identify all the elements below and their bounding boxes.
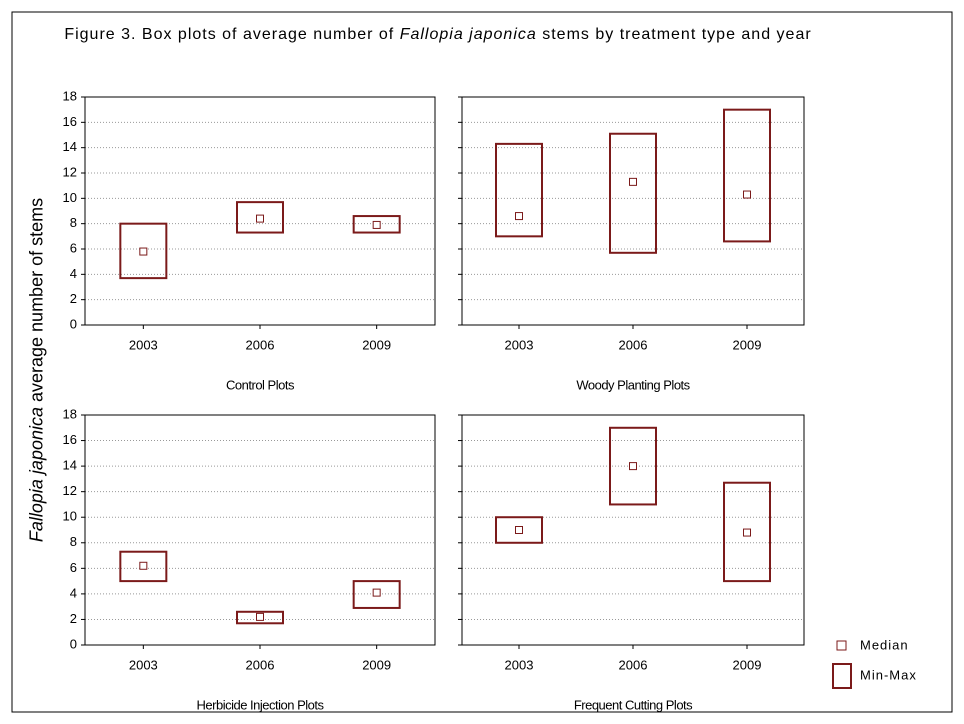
y-tick-label: 4 <box>70 266 77 281</box>
min-max-box <box>609 426 657 506</box>
y-tick-label: 10 <box>63 509 77 524</box>
x-tick-label: 2009 <box>733 337 762 352</box>
x-axis-label: Control Plots <box>226 377 295 392</box>
y-tick-label: 16 <box>63 114 77 129</box>
y-tick-label: 12 <box>63 164 77 179</box>
y-tick-label: 2 <box>70 291 77 306</box>
legend-label: Median <box>860 637 909 652</box>
y-tick-label: 8 <box>70 534 77 549</box>
legend-range-swatch <box>832 663 852 689</box>
text-run: Fallopia japonica <box>26 407 47 543</box>
text-run: Figure 3. Box plots of average number of <box>64 26 400 43</box>
text-run: Fallopia japonica <box>399 26 537 43</box>
y-tick-label: 14 <box>63 139 77 154</box>
frame <box>11 11 953 713</box>
x-axis-label: Frequent Cutting Plots <box>574 697 693 712</box>
y-tick-label: 16 <box>63 432 77 447</box>
median-marker <box>743 528 751 537</box>
plot-frame <box>84 96 436 326</box>
y-axis-label: Fallopia japonica average number of stem… <box>27 198 48 542</box>
min-max-box <box>236 610 284 625</box>
x-tick-label: 2009 <box>362 657 391 672</box>
min-max-box <box>723 108 771 243</box>
y-tick-label: 0 <box>70 636 77 651</box>
y-tick-label: 6 <box>70 560 77 575</box>
median-marker <box>515 526 523 534</box>
text-run: stems by treatment type and year <box>536 26 812 43</box>
min-max-box <box>236 201 284 234</box>
median-marker <box>372 220 381 229</box>
y-tick-label: 0 <box>70 316 77 331</box>
min-max-box <box>352 580 401 609</box>
y-tick-label: 12 <box>63 483 77 498</box>
median-marker <box>629 462 637 471</box>
x-tick-label: 2003 <box>505 337 534 352</box>
y-tick-label: 6 <box>70 240 77 255</box>
x-tick-label: 2006 <box>619 337 648 352</box>
x-tick-label: 2003 <box>129 657 158 672</box>
y-tick-label: 8 <box>70 215 77 230</box>
median-marker <box>629 177 637 186</box>
legend-median-swatch <box>836 640 847 651</box>
median-marker <box>256 214 264 223</box>
text-run: average number of stems <box>26 197 47 408</box>
x-tick-label: 2006 <box>619 657 648 672</box>
x-tick-label: 2006 <box>246 337 275 352</box>
plot-frame <box>461 96 805 326</box>
y-tick-label: 14 <box>63 458 77 473</box>
y-tick-label: 10 <box>63 190 77 205</box>
legend-label: Min-Max <box>860 667 917 682</box>
min-max-box <box>495 516 543 544</box>
median-marker <box>256 612 264 621</box>
min-max-box <box>609 132 657 254</box>
x-tick-label: 2003 <box>129 337 158 352</box>
plot-frame <box>461 414 805 646</box>
median-marker <box>139 561 148 570</box>
x-tick-label: 2009 <box>362 337 391 352</box>
y-tick-label: 2 <box>70 611 77 626</box>
x-axis-label: Woody Planting Plots <box>576 377 690 392</box>
min-max-box <box>723 481 771 583</box>
y-tick-label: 4 <box>70 585 77 600</box>
y-tick-label: 18 <box>63 406 77 421</box>
x-axis-label: Herbicide Injection Plots <box>197 697 325 712</box>
median-marker <box>139 247 148 256</box>
min-max-box <box>119 550 168 583</box>
median-marker <box>515 212 523 221</box>
x-tick-label: 2009 <box>733 657 762 672</box>
median-marker <box>372 588 381 597</box>
y-tick-label: 18 <box>63 88 77 103</box>
min-max-box <box>495 142 543 238</box>
chart-title: Figure 3. Box plots of average number of… <box>50 22 826 47</box>
min-max-box <box>119 222 168 280</box>
x-tick-label: 2006 <box>246 657 275 672</box>
plot-frame <box>84 414 436 646</box>
min-max-box <box>352 215 401 234</box>
x-tick-label: 2003 <box>505 657 534 672</box>
median-marker <box>743 190 751 199</box>
